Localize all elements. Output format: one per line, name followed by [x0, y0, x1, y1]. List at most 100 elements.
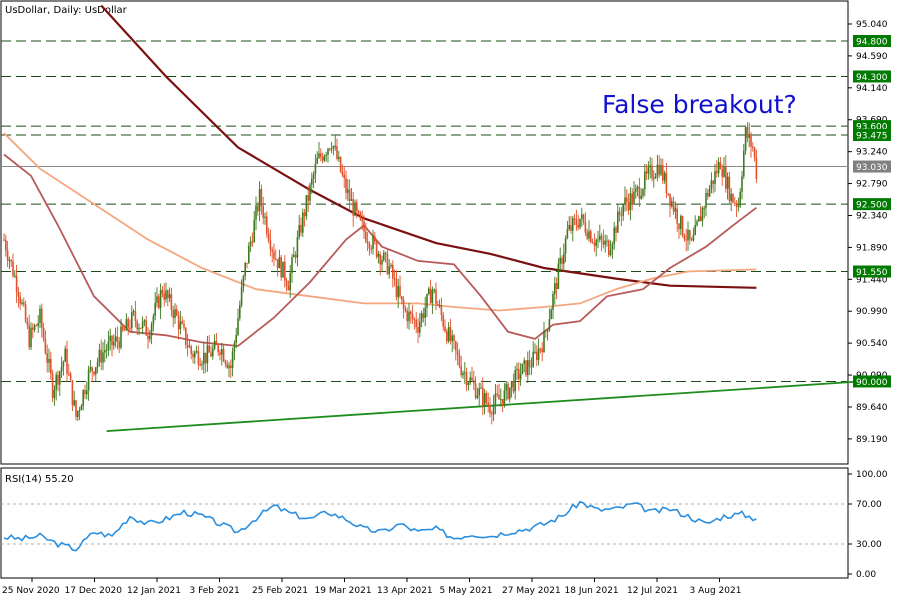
- candle-up: [550, 309, 552, 320]
- candle-up: [744, 127, 747, 151]
- candle-down: [393, 278, 396, 280]
- candle-down: [19, 296, 21, 304]
- candle-down: [122, 326, 124, 331]
- candle-down: [192, 353, 194, 358]
- candle-up: [530, 366, 533, 368]
- candle-down: [573, 218, 576, 220]
- candle-up: [451, 335, 453, 342]
- price-level-tag-label: 93.600: [856, 123, 888, 133]
- candle-up: [149, 335, 151, 340]
- candle-up: [462, 372, 464, 376]
- candle-up: [203, 352, 205, 364]
- candle-down: [41, 308, 43, 328]
- candle-up: [698, 216, 700, 222]
- rsi-y-tick-label: 70.00: [856, 500, 882, 510]
- candle-down: [699, 216, 702, 222]
- candle-down: [208, 345, 210, 353]
- candle-up: [311, 178, 313, 185]
- candle-up: [447, 327, 450, 342]
- candle-down: [627, 202, 630, 211]
- candle-up: [687, 229, 689, 241]
- candle-down: [69, 373, 72, 381]
- candle-up: [503, 390, 506, 406]
- candle-down: [345, 178, 347, 193]
- candle-down: [618, 211, 621, 216]
- candle-down: [167, 290, 169, 299]
- candle-up: [467, 382, 470, 386]
- candle-down: [728, 176, 731, 202]
- candle-up: [89, 367, 92, 370]
- candle-down: [51, 373, 54, 398]
- candle-up: [62, 361, 65, 367]
- candle-down: [577, 225, 579, 228]
- candle-up: [104, 350, 106, 353]
- y-tick-label: 92.790: [856, 180, 888, 190]
- candle-down: [593, 243, 596, 246]
- candle-up: [330, 148, 333, 150]
- candle-down: [294, 254, 297, 258]
- candle-up: [77, 411, 79, 418]
- candle-up: [424, 307, 426, 318]
- x-tick-label: 17 Dec 2020: [65, 586, 123, 596]
- candle-up: [705, 192, 707, 208]
- candle-down: [363, 221, 365, 232]
- price-level-tag: [853, 375, 891, 388]
- candle-down: [719, 162, 722, 170]
- candle-up: [654, 176, 657, 179]
- candle-up: [107, 341, 110, 350]
- candle-down: [285, 280, 288, 287]
- candle-up: [534, 351, 536, 353]
- candle-up: [579, 218, 581, 228]
- candle-down: [582, 214, 585, 222]
- candle-up: [426, 293, 428, 308]
- price-level-tag-label: 94.800: [856, 38, 888, 48]
- candle-down: [267, 233, 270, 241]
- candle-down: [590, 231, 592, 243]
- candle-down: [570, 225, 572, 231]
- candle-down: [271, 249, 273, 252]
- candle-down: [276, 259, 279, 269]
- candle-up: [469, 377, 471, 383]
- candle-up: [347, 189, 349, 193]
- candle-down: [172, 310, 174, 318]
- candle-up: [397, 286, 399, 298]
- candle-up: [228, 365, 230, 368]
- candle-up: [701, 207, 704, 222]
- candle-down: [183, 323, 185, 328]
- candle-down: [732, 193, 734, 203]
- candle-up: [258, 188, 261, 212]
- candle-up: [48, 358, 50, 363]
- candle-up: [143, 320, 146, 322]
- candle-down: [127, 319, 129, 328]
- candle-down: [465, 372, 468, 386]
- candle-down: [28, 325, 30, 348]
- candle-up: [309, 184, 311, 201]
- candle-down: [721, 169, 723, 177]
- y-tick-label: 89.640: [856, 403, 888, 413]
- candle-down: [620, 215, 623, 217]
- candle-up: [476, 395, 479, 398]
- candle-down: [204, 352, 207, 364]
- candle-up: [132, 311, 135, 313]
- price-panel-frame: [0, 0, 849, 465]
- candle-up: [438, 305, 441, 307]
- candle-up: [96, 361, 99, 368]
- candle-up: [221, 348, 223, 355]
- candle-down: [348, 189, 351, 201]
- candle-up: [316, 157, 318, 164]
- moving-average-short-line: [3, 153, 757, 347]
- candle-down: [215, 341, 218, 346]
- candle-down: [753, 147, 756, 158]
- candle-down: [269, 240, 272, 250]
- candle-down: [123, 330, 126, 332]
- price-level-tag: [853, 198, 891, 211]
- candle-down: [446, 331, 448, 342]
- candle-up: [480, 387, 482, 389]
- candle-up: [629, 193, 632, 211]
- candle-down: [392, 264, 394, 279]
- price-level-tag-label: 92.500: [856, 201, 888, 211]
- candle-up: [235, 334, 237, 344]
- candle-down: [379, 254, 381, 265]
- candle-up: [554, 283, 556, 294]
